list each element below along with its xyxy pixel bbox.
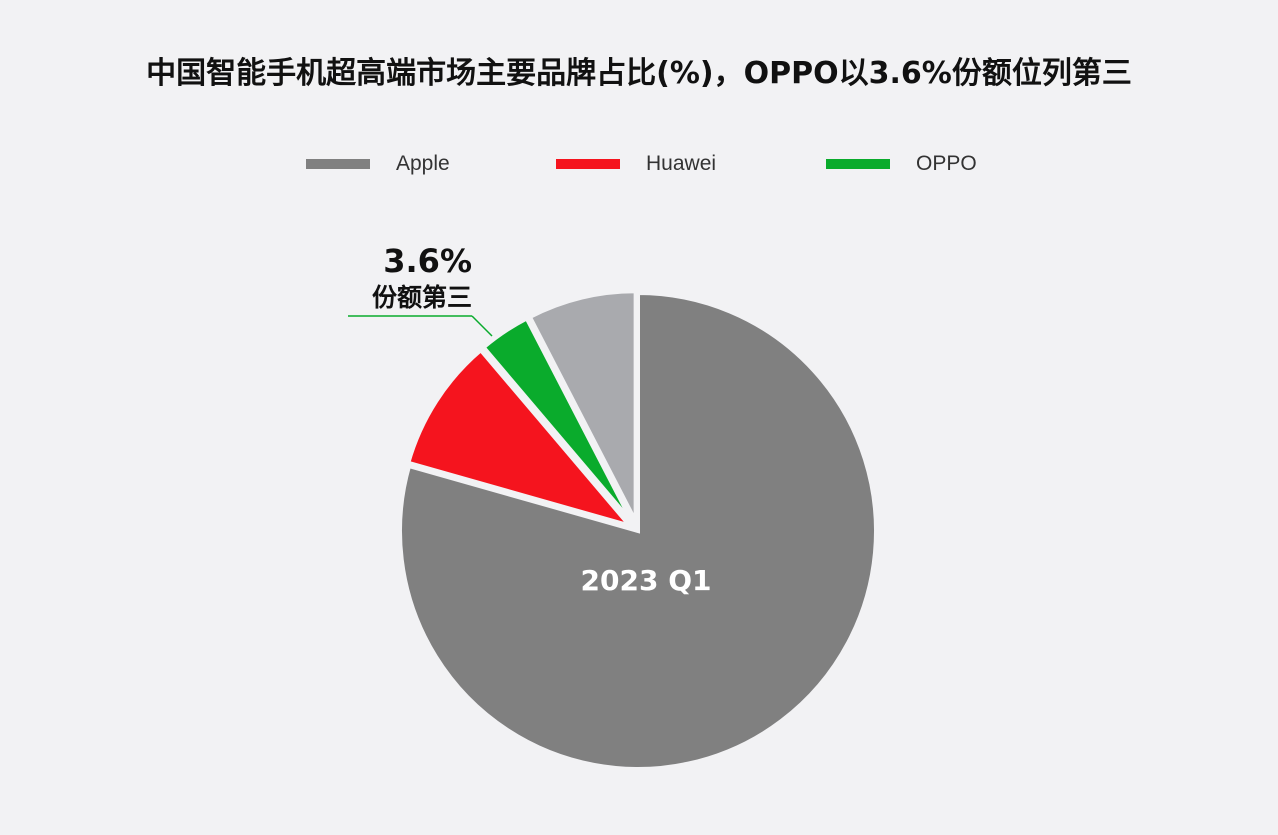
legend-swatch-apple	[306, 159, 370, 169]
annotation-text: 份额第三	[372, 283, 472, 312]
annotation-value: 3.6%	[383, 242, 472, 280]
legend-label-huawei: Huawei	[646, 152, 717, 175]
legend-swatch-oppo	[826, 159, 890, 169]
pie-slice-huawei	[405, 347, 636, 530]
legend-label-apple: Apple	[396, 152, 450, 175]
pie-slice-apple	[398, 290, 878, 771]
legend-item-apple: Apple	[306, 152, 450, 176]
legend-item-huawei: Huawei	[556, 152, 716, 176]
legend-item-oppo: OPPO	[826, 152, 977, 176]
center-label: 2023 Q1	[581, 564, 712, 597]
pie-slice-oppo	[480, 315, 635, 524]
annotation-leader-line-diagonal	[471, 315, 493, 337]
legend-label-oppo: OPPO	[916, 152, 977, 175]
pie-slice-other	[527, 289, 638, 523]
legend-swatch-huawei	[556, 159, 620, 169]
chart-title: 中国智能手机超高端市场主要品牌占比(%)，OPPO以3.6%份额位列第三	[146, 56, 1132, 91]
